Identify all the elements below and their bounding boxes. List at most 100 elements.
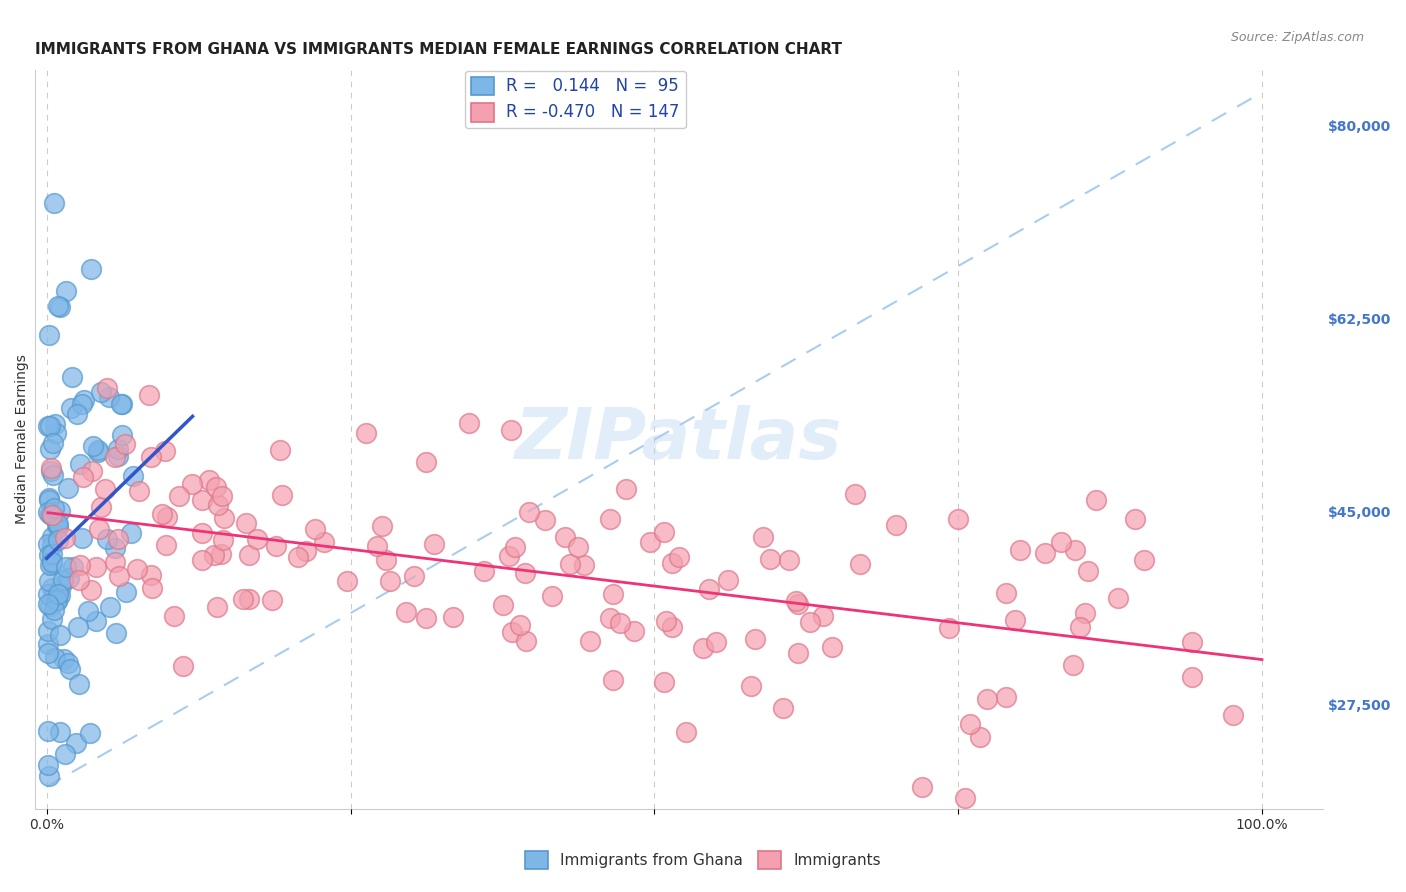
Point	[172, 659, 194, 673]
Point	[37, 724, 59, 739]
Point	[53, 747, 76, 761]
Point	[844, 487, 866, 501]
Point	[415, 455, 437, 469]
Point	[42, 436, 65, 450]
Point	[138, 388, 160, 402]
Point	[541, 589, 564, 603]
Point	[41, 530, 63, 544]
Point	[52, 652, 75, 666]
Point	[87, 445, 110, 459]
Point	[238, 591, 260, 606]
Point	[574, 558, 596, 573]
Point	[67, 620, 90, 634]
Point	[787, 647, 810, 661]
Point	[269, 443, 291, 458]
Point	[661, 620, 683, 634]
Point	[191, 525, 214, 540]
Point	[821, 640, 844, 655]
Point	[67, 677, 90, 691]
Point	[212, 533, 235, 547]
Point	[76, 604, 98, 618]
Point	[554, 530, 576, 544]
Point	[1069, 620, 1091, 634]
Point	[37, 418, 59, 433]
Point	[205, 480, 228, 494]
Point	[1077, 564, 1099, 578]
Point	[49, 628, 72, 642]
Point	[86, 443, 108, 458]
Point	[96, 532, 118, 546]
Point	[995, 585, 1018, 599]
Point	[79, 726, 101, 740]
Point	[42, 602, 65, 616]
Point	[82, 439, 104, 453]
Point	[38, 491, 60, 505]
Point	[1181, 669, 1204, 683]
Point	[423, 537, 446, 551]
Point	[501, 625, 523, 640]
Point	[58, 657, 80, 671]
Point	[652, 675, 675, 690]
Point	[692, 640, 714, 655]
Point	[441, 609, 464, 624]
Point	[1133, 553, 1156, 567]
Point	[492, 599, 515, 613]
Point	[623, 624, 645, 638]
Point	[41, 581, 63, 595]
Point	[1181, 635, 1204, 649]
Point	[778, 553, 800, 567]
Point	[49, 724, 72, 739]
Point	[849, 557, 872, 571]
Point	[744, 632, 766, 646]
Point	[84, 559, 107, 574]
Point	[111, 427, 134, 442]
Point	[661, 556, 683, 570]
Point	[96, 381, 118, 395]
Point	[37, 537, 59, 551]
Point	[41, 557, 63, 571]
Point	[150, 508, 173, 522]
Point	[41, 508, 63, 522]
Point	[503, 540, 526, 554]
Point	[58, 571, 80, 585]
Point	[1085, 493, 1108, 508]
Point	[652, 524, 675, 539]
Y-axis label: Median Female Earnings: Median Female Earnings	[15, 355, 30, 524]
Point	[515, 633, 537, 648]
Point	[638, 535, 661, 549]
Point	[1077, 823, 1099, 838]
Point	[107, 449, 129, 463]
Text: IMMIGRANTS FROM GHANA VS IMMIGRANTS MEDIAN FEMALE EARNINGS CORRELATION CHART: IMMIGRANTS FROM GHANA VS IMMIGRANTS MEDI…	[35, 42, 842, 57]
Point	[72, 469, 94, 483]
Point	[46, 516, 69, 531]
Point	[717, 574, 740, 588]
Point	[751, 530, 773, 544]
Point	[38, 442, 60, 456]
Point	[41, 555, 63, 569]
Point	[602, 673, 624, 687]
Point	[519, 505, 541, 519]
Point	[304, 522, 326, 536]
Point	[58, 481, 80, 495]
Legend: Immigrants from Ghana, Immigrants: Immigrants from Ghana, Immigrants	[519, 845, 887, 875]
Point	[39, 508, 62, 523]
Point	[969, 730, 991, 744]
Point	[163, 609, 186, 624]
Point	[46, 592, 69, 607]
Point	[287, 549, 309, 564]
Point	[104, 541, 127, 555]
Point	[66, 407, 89, 421]
Point	[69, 558, 91, 572]
Point	[260, 593, 283, 607]
Point	[120, 525, 142, 540]
Point	[39, 820, 62, 834]
Point	[49, 579, 72, 593]
Point	[38, 574, 60, 588]
Point	[153, 443, 176, 458]
Point	[103, 555, 125, 569]
Point	[59, 401, 82, 416]
Point	[37, 624, 59, 638]
Point	[1222, 708, 1244, 723]
Point	[69, 457, 91, 471]
Point	[122, 469, 145, 483]
